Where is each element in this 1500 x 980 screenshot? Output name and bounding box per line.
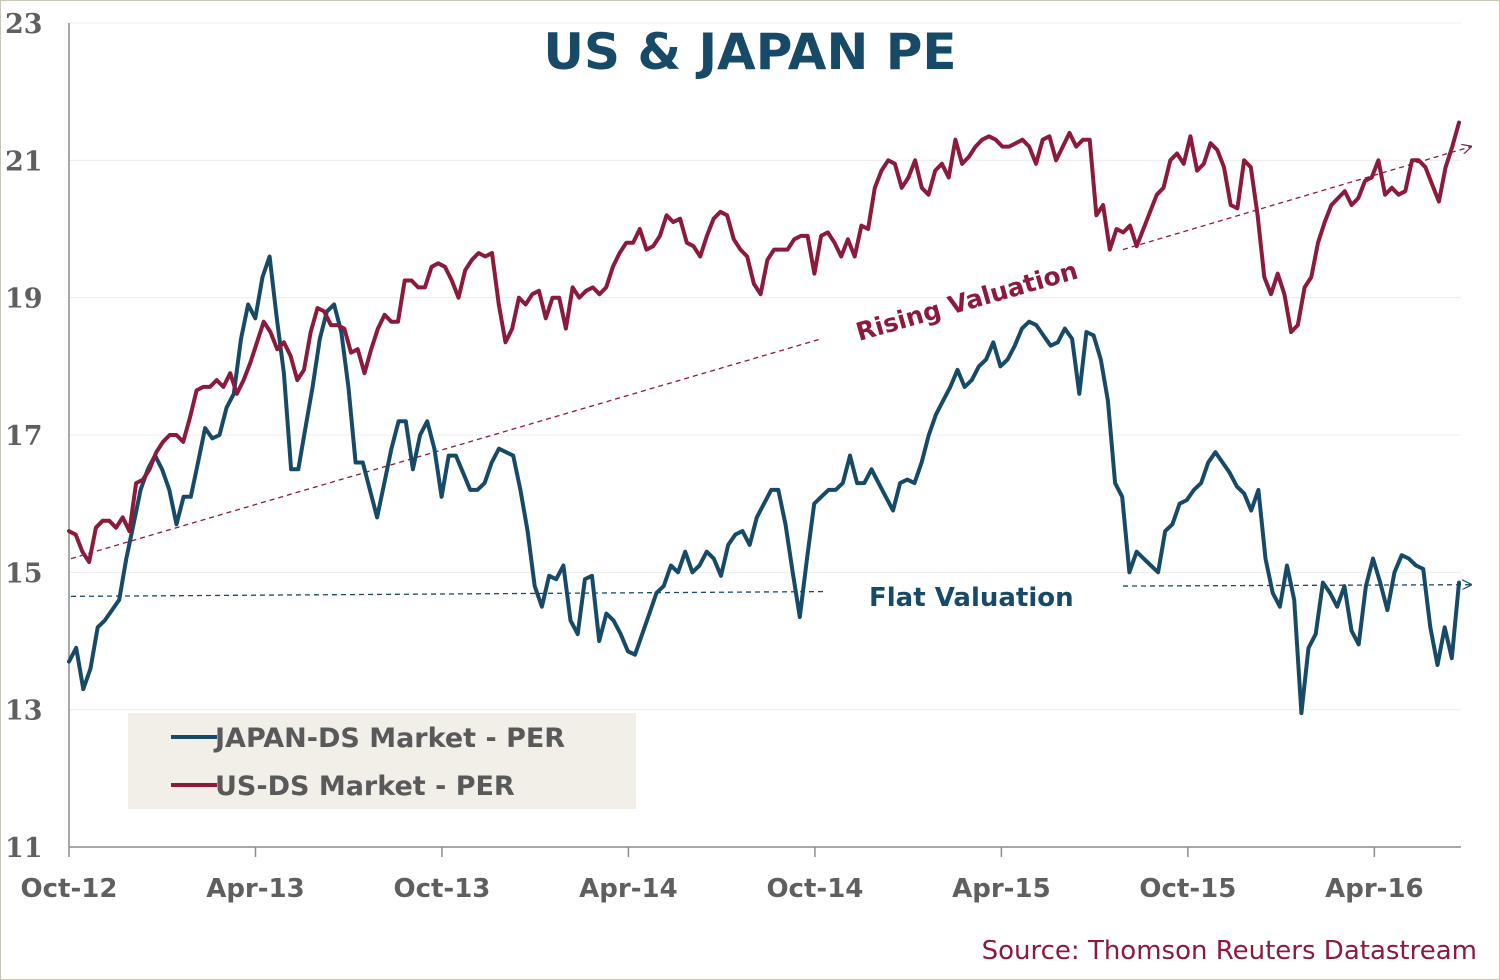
y-tick-label: 15 bbox=[5, 558, 43, 589]
y-tick-label: 23 bbox=[5, 9, 43, 40]
legend: JAPAN-DS Market - PER US-DS Market - PER bbox=[128, 713, 636, 809]
x-tick-labels: Oct-12 Apr-13 Oct-13 Apr-14 Oct-14 Apr-15 Oct-… bbox=[21, 874, 1424, 904]
x-tick-label: Apr-16 bbox=[1325, 874, 1424, 904]
y-tick-label: 17 bbox=[5, 421, 43, 452]
rising-valuation-annotation: Rising Valuation bbox=[853, 256, 1081, 347]
x-tick-label: Apr-14 bbox=[579, 874, 678, 904]
y-tick-label: 11 bbox=[5, 833, 43, 864]
trend-lines bbox=[70, 147, 1471, 598]
legend-background bbox=[128, 713, 636, 809]
flat-trend-line-right bbox=[1122, 585, 1471, 586]
grid-lines bbox=[69, 22, 1461, 711]
axes bbox=[68, 23, 1461, 857]
x-tick-label: Oct-13 bbox=[393, 874, 490, 904]
y-tick-labels: 11 13 15 17 19 21 23 bbox=[5, 9, 43, 864]
x-tick-label: Apr-15 bbox=[952, 874, 1051, 904]
y-tick-label: 21 bbox=[5, 146, 43, 177]
x-tick-label: Oct-14 bbox=[766, 874, 863, 904]
x-tick-label: Oct-15 bbox=[1139, 874, 1236, 904]
legend-label-us: US-DS Market - PER bbox=[215, 771, 515, 802]
flat-valuation-annotation: Flat Valuation bbox=[869, 583, 1074, 613]
y-tick-label: 19 bbox=[5, 284, 43, 315]
y-tick-label: 13 bbox=[5, 696, 43, 727]
rising-trend-line-right bbox=[1122, 147, 1471, 251]
series-lines bbox=[67, 120, 1461, 716]
legend-label-japan: JAPAN-DS Market - PER bbox=[213, 723, 565, 754]
source-note: Source: Thomson Reuters Datastream bbox=[982, 936, 1477, 966]
series-line-us bbox=[67, 120, 1461, 564]
x-tick-label: Apr-13 bbox=[206, 874, 305, 904]
rising-trend-line-left bbox=[70, 338, 822, 560]
x-tick-label: Oct-12 bbox=[21, 874, 118, 904]
flat-trend-line-left bbox=[70, 590, 828, 598]
chart-title: US & JAPAN PE bbox=[543, 23, 956, 81]
series-line-japan bbox=[67, 254, 1461, 716]
